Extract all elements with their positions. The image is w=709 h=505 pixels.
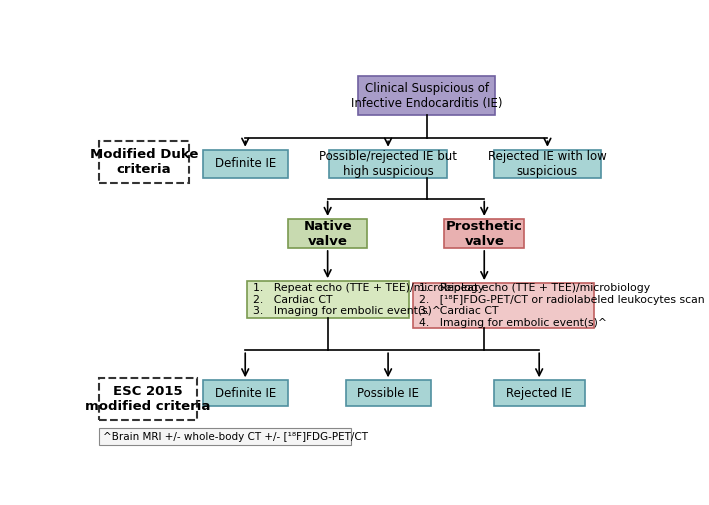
Text: ^Brain MRI +/- whole-body CT +/- [¹⁸F]FDG-PET/CT: ^Brain MRI +/- whole-body CT +/- [¹⁸F]FD… xyxy=(103,432,368,441)
FancyBboxPatch shape xyxy=(345,380,430,406)
FancyBboxPatch shape xyxy=(358,76,495,115)
Text: 1.   Repeat echo (TTE + TEE)/microbiology
2.   Cardiac CT
3.   Imaging for embol: 1. Repeat echo (TTE + TEE)/microbiology … xyxy=(253,283,484,316)
Text: Modified Duke
criteria: Modified Duke criteria xyxy=(89,148,198,176)
Text: Clinical Suspicious of
Infective Endocarditis (IE): Clinical Suspicious of Infective Endocar… xyxy=(351,82,502,110)
FancyBboxPatch shape xyxy=(329,149,447,178)
FancyBboxPatch shape xyxy=(494,380,584,406)
FancyBboxPatch shape xyxy=(247,281,408,318)
Text: Definite IE: Definite IE xyxy=(215,157,276,170)
FancyBboxPatch shape xyxy=(413,283,594,328)
FancyBboxPatch shape xyxy=(99,428,351,445)
Text: Possible/rejected IE but
high suspicious: Possible/rejected IE but high suspicious xyxy=(319,149,457,178)
FancyBboxPatch shape xyxy=(288,219,367,248)
Text: Rejected IE with low
suspicious: Rejected IE with low suspicious xyxy=(488,149,607,178)
Text: ESC 2015
modified criteria: ESC 2015 modified criteria xyxy=(85,385,211,413)
FancyBboxPatch shape xyxy=(445,219,524,248)
Text: Rejected IE: Rejected IE xyxy=(506,386,572,399)
FancyBboxPatch shape xyxy=(203,149,288,178)
FancyBboxPatch shape xyxy=(203,380,288,406)
Text: Definite IE: Definite IE xyxy=(215,386,276,399)
Text: 1.   Repeat echo (TTE + TEE)/microbiology
2.   [¹⁸F]FDG-PET/CT or radiolabeled l: 1. Repeat echo (TTE + TEE)/microbiology … xyxy=(420,283,705,328)
Text: Prosthetic
valve: Prosthetic valve xyxy=(446,220,523,247)
Text: Native
valve: Native valve xyxy=(303,220,352,247)
Text: Possible IE: Possible IE xyxy=(357,386,419,399)
FancyBboxPatch shape xyxy=(494,149,601,178)
